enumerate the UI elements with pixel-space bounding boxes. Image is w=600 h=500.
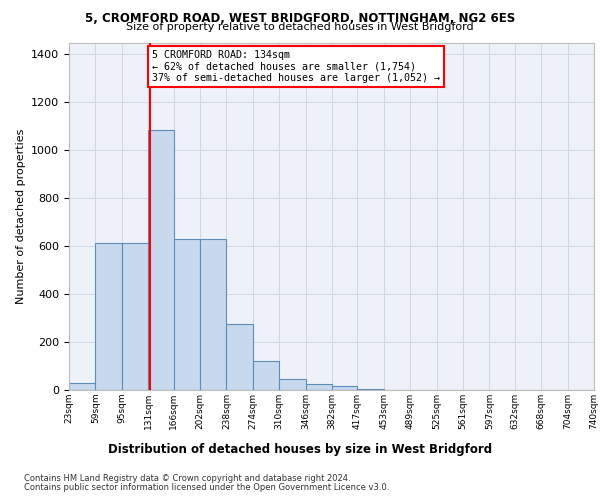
Bar bbox=[226, 324, 253, 390]
Bar bbox=[253, 361, 279, 390]
Bar bbox=[358, 389, 384, 390]
Bar bbox=[332, 386, 358, 390]
Bar bbox=[95, 242, 122, 390]
Bar bbox=[305, 384, 332, 390]
Bar bbox=[122, 242, 148, 390]
Text: Contains public sector information licensed under the Open Government Licence v3: Contains public sector information licen… bbox=[24, 484, 389, 492]
Bar bbox=[279, 379, 305, 390]
Bar bbox=[148, 130, 174, 390]
Bar bbox=[200, 239, 226, 390]
Text: Distribution of detached houses by size in West Bridgford: Distribution of detached houses by size … bbox=[108, 442, 492, 456]
Text: 5 CROMFORD ROAD: 134sqm
← 62% of detached houses are smaller (1,754)
37% of semi: 5 CROMFORD ROAD: 134sqm ← 62% of detache… bbox=[152, 50, 440, 83]
Text: Contains HM Land Registry data © Crown copyright and database right 2024.: Contains HM Land Registry data © Crown c… bbox=[24, 474, 350, 483]
Text: 5, CROMFORD ROAD, WEST BRIDGFORD, NOTTINGHAM, NG2 6ES: 5, CROMFORD ROAD, WEST BRIDGFORD, NOTTIN… bbox=[85, 12, 515, 26]
Text: Size of property relative to detached houses in West Bridgford: Size of property relative to detached ho… bbox=[126, 22, 474, 32]
Bar bbox=[69, 383, 95, 390]
Bar bbox=[174, 239, 200, 390]
Y-axis label: Number of detached properties: Number of detached properties bbox=[16, 128, 26, 304]
